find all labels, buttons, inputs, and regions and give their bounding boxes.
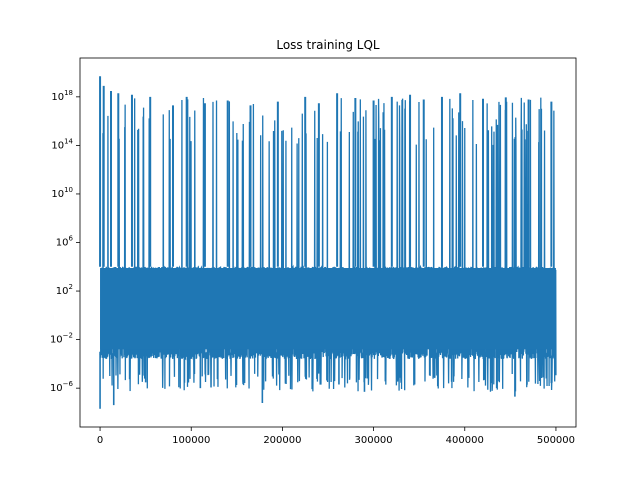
x-tick-label: 100000 (172, 435, 210, 446)
loss-band (100, 267, 556, 350)
chart-title: Loss training LQL (276, 38, 380, 52)
y-tick-label: 102 (56, 283, 73, 297)
x-tick-label: 0 (97, 435, 103, 446)
y-tick-label: 1010 (51, 186, 73, 200)
y-tick-label: 10−6 (50, 380, 74, 394)
series-loss (99, 76, 557, 409)
x-tick-label: 200000 (263, 435, 301, 446)
x-tick-label: 500000 (537, 435, 575, 446)
y-tick-label: 106 (56, 235, 74, 249)
y-axis: 10−6 10−2 102 106 1010 1014 1018 (50, 89, 80, 394)
y-tick-label: 10−2 (50, 332, 73, 346)
x-axis: 0 100000 200000 300000 400000 500000 (97, 427, 575, 446)
y-tick-label: 1014 (51, 137, 73, 151)
x-tick-label: 300000 (354, 435, 392, 446)
y-tick-label: 1018 (51, 89, 73, 103)
x-tick-label: 400000 (446, 435, 484, 446)
